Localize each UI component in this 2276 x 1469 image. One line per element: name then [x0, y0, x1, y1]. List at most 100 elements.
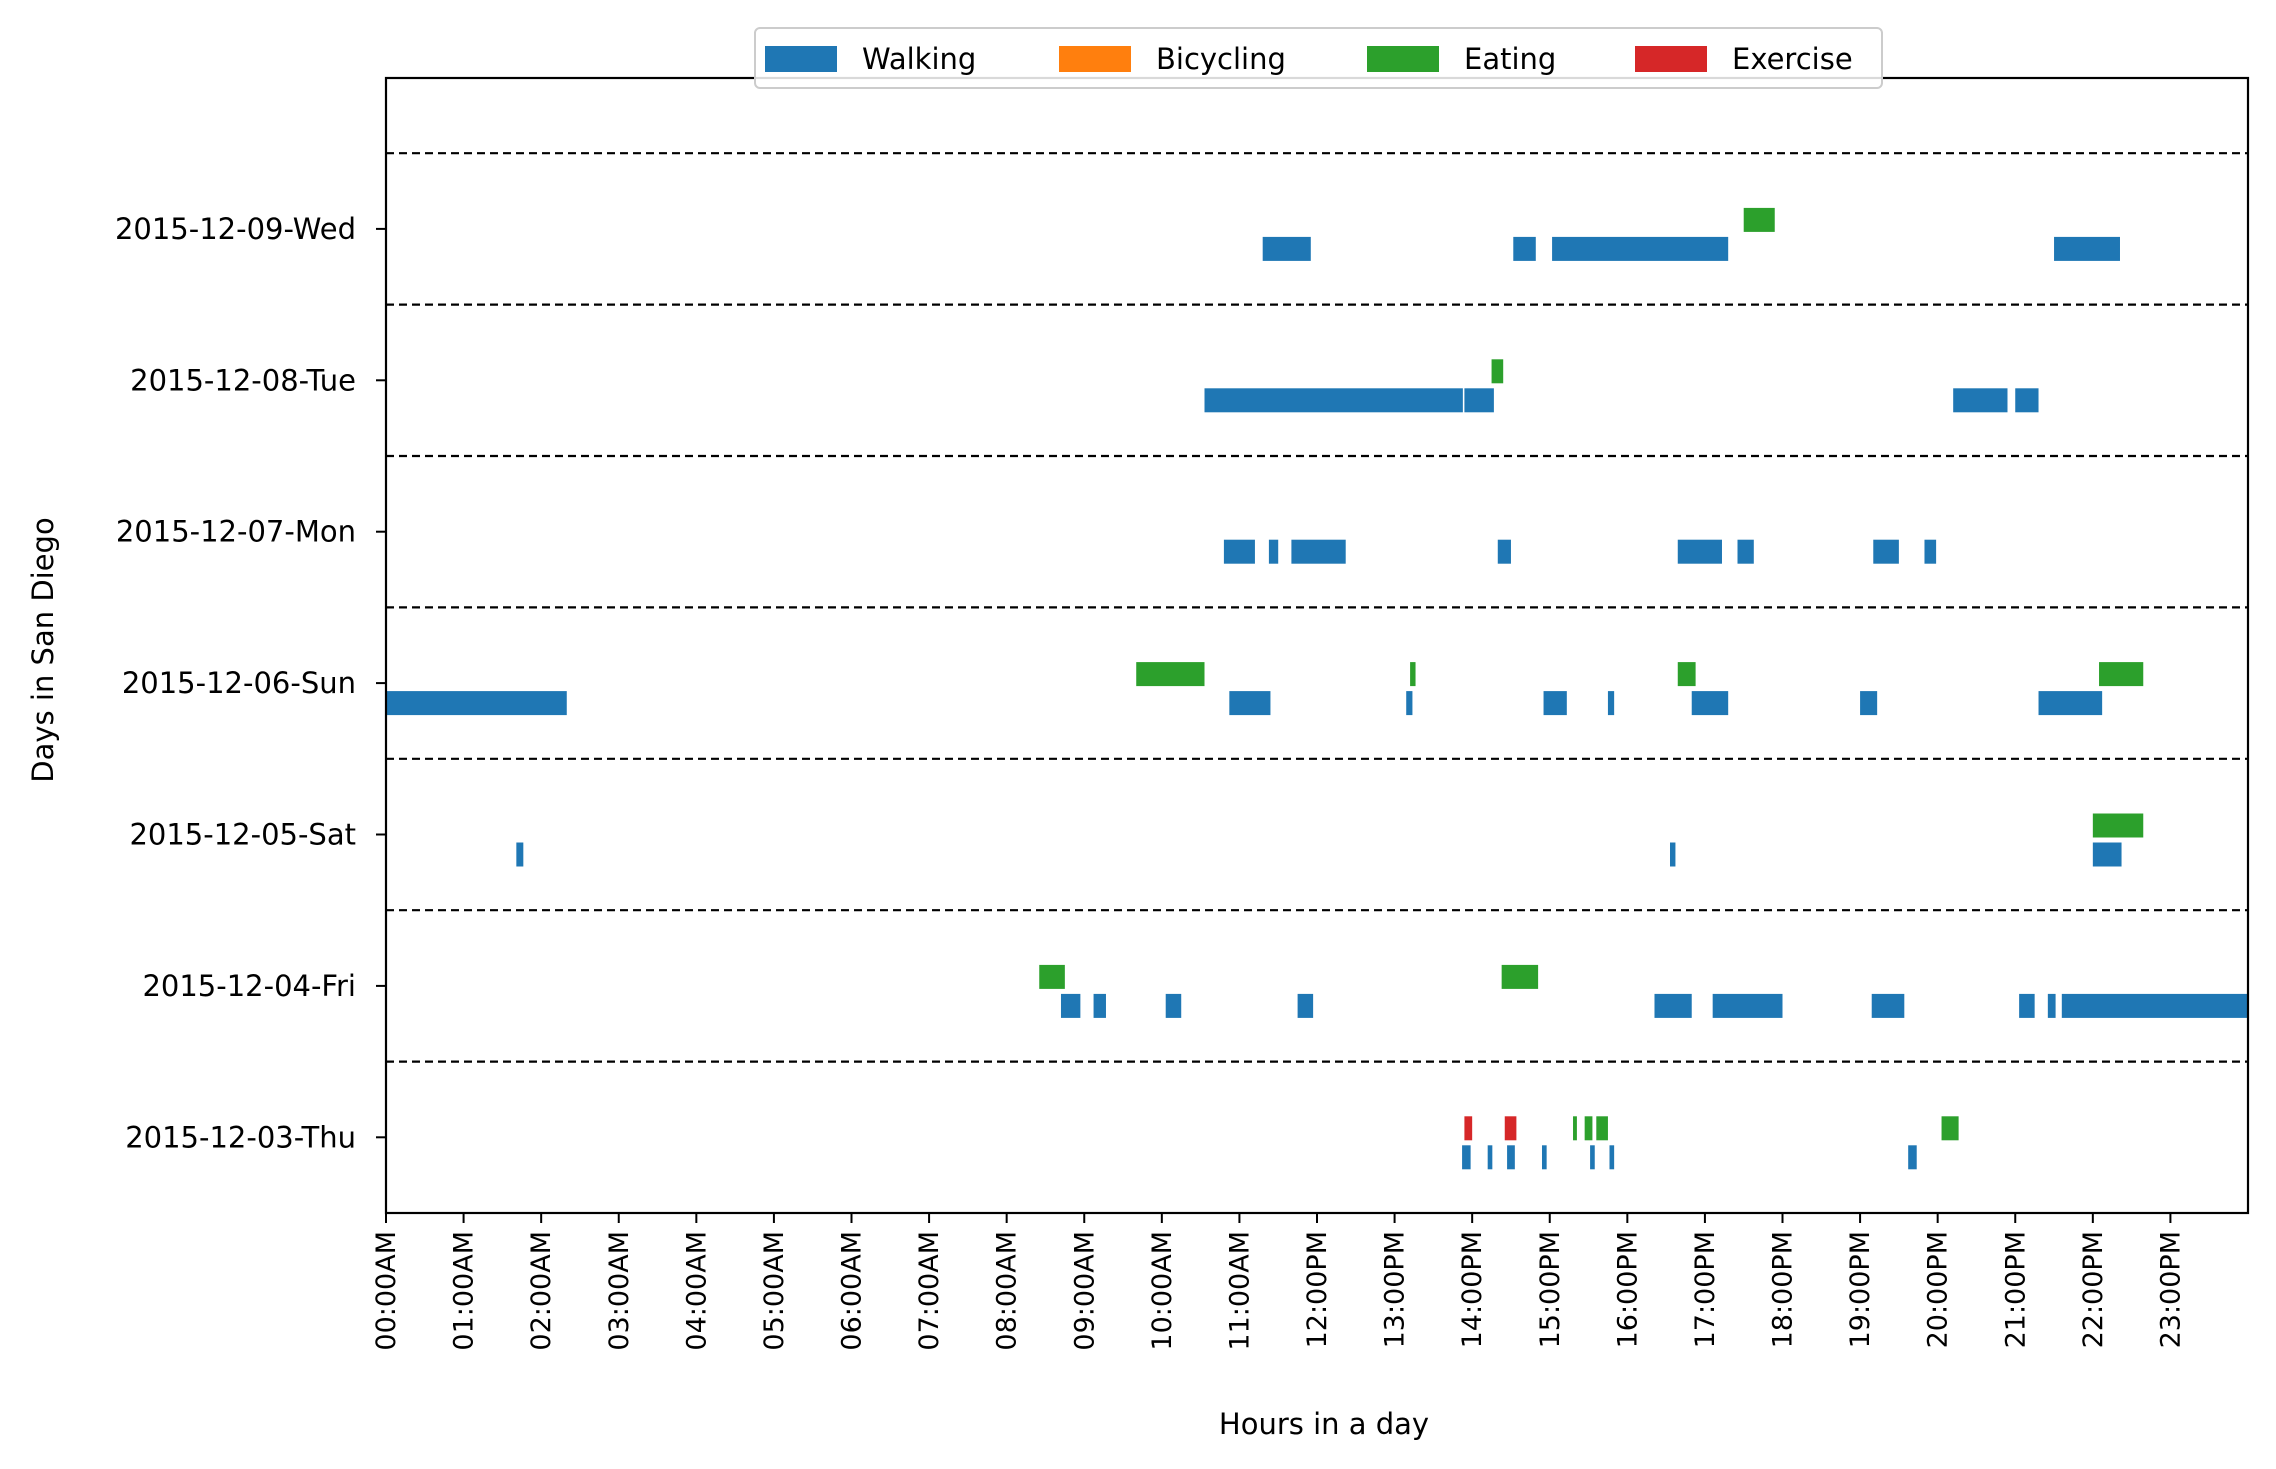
x-tick-label: 09:00AM: [1069, 1231, 1100, 1351]
x-tick-label: 13:00PM: [1380, 1231, 1411, 1348]
plot-area: [386, 78, 2248, 1213]
walking-bar: [1590, 1145, 1595, 1170]
walking-bar: [1229, 691, 1271, 716]
eating-bar: [2092, 813, 2144, 838]
y-tick-label: 2015-12-07-Mon: [116, 515, 356, 549]
walking-bar: [1908, 1145, 1917, 1170]
legend-box: [754, 27, 1883, 89]
walking-bar: [1406, 691, 1413, 716]
walking-bar: [2054, 236, 2120, 261]
x-tick-label: 14:00PM: [1457, 1231, 1488, 1348]
plot-background: [386, 78, 2248, 1213]
x-tick-label: 23:00PM: [2155, 1231, 2186, 1348]
eating-bar: [1677, 662, 1696, 687]
walking-bar: [1607, 691, 1615, 716]
x-tick-label: 05:00AM: [759, 1231, 790, 1351]
walking-bar: [1873, 539, 1899, 564]
y-tick-label: 2015-12-05-Sat: [129, 818, 356, 852]
eating-bar: [1491, 359, 1504, 384]
day-separators: [386, 152, 2248, 1063]
x-tick-label: 17:00PM: [1690, 1231, 1721, 1348]
walking-bar: [2047, 993, 2056, 1018]
x-tick-label: 10:00AM: [1147, 1231, 1178, 1351]
walking-bar: [1497, 539, 1511, 564]
legend-swatch-bicycling: [1059, 46, 1131, 72]
legend-label-bicycling: Bicycling: [1156, 42, 1286, 76]
exercise-bar: [1464, 1116, 1473, 1141]
eating-bar: [1941, 1116, 1959, 1141]
y-axis-title: Days in San Diego: [26, 517, 60, 782]
walking-bar: [1297, 993, 1314, 1018]
x-tick-label: 06:00AM: [837, 1231, 868, 1351]
walking-bar: [2015, 388, 2039, 413]
legend-swatch-walking: [765, 46, 837, 72]
x-tick-label: 02:00AM: [526, 1231, 557, 1351]
x-tick-label: 12:00PM: [1302, 1231, 1333, 1348]
walking-bar: [2061, 993, 2248, 1018]
walking-bar: [1609, 1145, 1615, 1170]
activity-bars: [386, 207, 2248, 1170]
walking-bar: [1223, 539, 1255, 564]
x-tick-label: 15:00PM: [1535, 1231, 1566, 1348]
x-tick-label: 04:00AM: [681, 1231, 712, 1351]
walking-bar: [1677, 539, 1722, 564]
exercise-bar: [1504, 1116, 1517, 1141]
x-tick-label: 01:00AM: [449, 1231, 480, 1351]
y-tick-label: 2015-12-04-Fri: [142, 969, 356, 1003]
legend-swatch-exercise: [1635, 46, 1707, 72]
y-tick-label: 2015-12-03-Thu: [125, 1120, 356, 1154]
walking-bar: [1712, 993, 1783, 1018]
walking-bar: [386, 691, 567, 716]
walking-bar: [1204, 388, 1463, 413]
walking-bar: [1552, 236, 1729, 261]
walking-bar: [1487, 1145, 1493, 1170]
walking-bar: [1871, 993, 1905, 1018]
legend-label-exercise: Exercise: [1732, 42, 1853, 76]
x-tick-label: 16:00PM: [1612, 1231, 1643, 1348]
walking-bar: [1291, 539, 1346, 564]
walking-bar: [1737, 539, 1754, 564]
x-tick-label: 11:00AM: [1224, 1231, 1255, 1351]
walking-bar: [2019, 993, 2035, 1018]
x-tick-label: 20:00PM: [1923, 1231, 1954, 1348]
x-axis-title: Hours in a day: [1219, 1407, 1429, 1441]
x-tick-label: 07:00AM: [914, 1231, 945, 1351]
walking-bar: [516, 842, 524, 867]
eating-bar: [1743, 207, 1775, 232]
y-tick-label: 2015-12-06-Sun: [122, 666, 356, 700]
walking-bar: [1060, 993, 1081, 1018]
walking-bar: [1462, 1145, 1471, 1170]
x-tick-label: 03:00AM: [604, 1231, 635, 1351]
eating-bar: [1039, 964, 1065, 989]
legend-swatch-eating: [1367, 46, 1439, 72]
walking-bar: [1543, 691, 1567, 716]
legend-label-eating: Eating: [1464, 42, 1556, 76]
walking-bar: [1691, 691, 1729, 716]
walking-bar: [1165, 993, 1182, 1018]
walking-bar: [2038, 691, 2103, 716]
walking-bar: [1670, 842, 1676, 867]
walking-bar: [1507, 1145, 1515, 1170]
walking-bar: [1860, 691, 1878, 716]
eating-bar: [1410, 662, 1416, 687]
axes: 00:00AM 01:00AM 02:00AM 03:00AM 04:00AM 05:00…: [115, 76, 2250, 1351]
eating-bar: [1501, 964, 1539, 989]
walking-bar: [1924, 539, 1937, 564]
eating-bar: [1596, 1116, 1608, 1141]
walking-bar: [1262, 236, 1311, 261]
x-tick-label: 22:00PM: [2078, 1231, 2109, 1348]
x-tick-label: 18:00PM: [1768, 1231, 1799, 1348]
eating-bar: [1136, 662, 1205, 687]
y-tick-label: 2015-12-09-Wed: [115, 212, 356, 246]
walking-bar: [1464, 388, 1494, 413]
walking-bar: [1513, 236, 1536, 261]
walking-bar: [1093, 993, 1106, 1018]
x-tick-label: 08:00AM: [992, 1231, 1023, 1351]
x-tick-label: 21:00PM: [2000, 1231, 2031, 1348]
eating-bar: [1584, 1116, 1593, 1141]
walking-bar: [1654, 993, 1692, 1018]
walking-bar: [1268, 539, 1279, 564]
x-tick-label: 00:00AM: [371, 1231, 402, 1351]
walking-bar: [1541, 1145, 1547, 1170]
